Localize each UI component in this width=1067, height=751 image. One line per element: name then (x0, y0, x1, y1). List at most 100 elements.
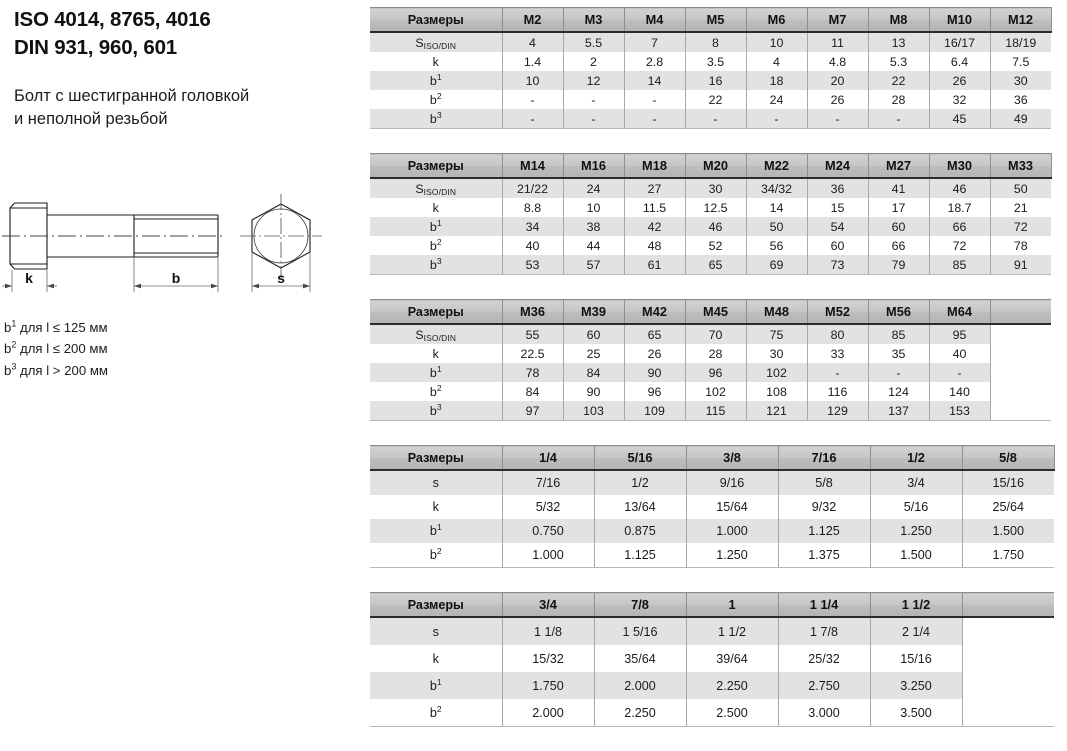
dimension-label-b: b (172, 270, 181, 286)
cell-value: - (929, 363, 991, 382)
cell-value: 72 (990, 217, 1051, 236)
cell-value: 2.000 (502, 699, 595, 727)
cell-value: 22.5 (502, 344, 564, 363)
cell-value: - (807, 363, 869, 382)
cell-value: 53 (502, 255, 564, 275)
cell-value: 1.125 (594, 543, 687, 568)
column-header-label: Размеры (370, 299, 503, 324)
cell-value: 24 (746, 90, 808, 109)
description-line-2: и неполной резьбой (14, 109, 168, 128)
cell-value: 40 (502, 236, 564, 255)
row-label: b1 (370, 672, 503, 699)
dimension-label-s: s (277, 270, 285, 286)
column-header-1-1-2: 1 1/2 (870, 592, 963, 617)
table-row: k 15/32 35/64 39/64 25/32 15/16 (370, 645, 1054, 672)
cell-value: 5.3 (868, 52, 930, 71)
row-label: SISO/DIN (370, 178, 503, 198)
column-header-M4: M4 (624, 7, 686, 32)
column-header-M45: M45 (685, 299, 747, 324)
cell-value: 10 (563, 198, 625, 217)
cell-value: 102 (685, 382, 747, 401)
cell-value: 1.500 (962, 519, 1054, 543)
table-row: s 7/16 1/2 9/16 5/8 3/4 15/16 (370, 470, 1054, 495)
cell-value: 36 (990, 90, 1051, 109)
dimension-tables: Размеры M2 M3 M4 M5 M6 M7 M8 M10 M12 SISO/DIN 4 5.5 7… (370, 7, 1055, 751)
row-label: b2 (370, 699, 503, 727)
table-row: b3 53 57 61 65 69 73 79 85 91 (370, 255, 1051, 275)
cell-value: 22 (868, 71, 930, 90)
cell-value: - (807, 109, 869, 129)
cell-value (990, 324, 1051, 344)
column-header-M39: M39 (563, 299, 625, 324)
cell-value: 48 (624, 236, 686, 255)
cell-value: 12 (563, 71, 625, 90)
table-row: b1 34 38 42 46 50 54 60 66 72 (370, 217, 1051, 236)
cell-value: 35 (868, 344, 930, 363)
table-metric-3: Размеры M36 M39 M42 M45 M48 M52 M56 M64 SISO/DIN 5… (370, 299, 1051, 421)
column-header-1-1-4: 1 1/4 (778, 592, 871, 617)
cell-value: 115 (685, 401, 747, 421)
table-row: b1 1.750 2.000 2.250 2.750 3.250 (370, 672, 1054, 699)
cell-value (962, 672, 1054, 699)
cell-value: 30 (685, 178, 747, 198)
column-header-M22: M22 (746, 153, 808, 178)
cell-value (990, 363, 1051, 382)
bolt-technical-drawing: k b s (0, 186, 330, 296)
cell-value: 54 (807, 217, 869, 236)
row-label: b3 (370, 401, 503, 421)
cell-value: - (502, 109, 564, 129)
table-row: b2 84 90 96 102 108 116 124 140 (370, 382, 1051, 401)
cell-value: 14 (624, 71, 686, 90)
column-header-M16: M16 (563, 153, 625, 178)
cell-value: 18.7 (929, 198, 991, 217)
cell-value: 41 (868, 178, 930, 198)
row-label: b2 (370, 90, 503, 109)
spec-sheet-page: ISO 4014, 8765, 4016 DIN 931, 960, 601 Б… (0, 6, 1055, 727)
cell-value: 60 (807, 236, 869, 255)
cell-value: 9/16 (686, 470, 779, 495)
table-row: SISO/DIN 21/22 24 27 30 34/32 36 41 46 50 (370, 178, 1051, 198)
cell-value: 26 (807, 90, 869, 109)
footnote-3: b3 для l > 200 мм (4, 361, 108, 378)
cell-value: 137 (868, 401, 930, 421)
footnote-2: b2 для l ≤ 200 мм (4, 339, 108, 357)
column-header-empty (990, 299, 1051, 324)
left-info-panel: ISO 4014, 8765, 4016 DIN 931, 960, 601 Б… (14, 6, 362, 131)
table-row: b3- - - - - - -45 49 (370, 109, 1051, 129)
cell-value: 44 (563, 236, 625, 255)
cell-value: 56 (746, 236, 808, 255)
cell-value: 84 (502, 382, 564, 401)
cell-value: 72 (929, 236, 991, 255)
cell-value: 3.5 (685, 52, 747, 71)
cell-value: 26 (624, 344, 686, 363)
cell-value (962, 645, 1054, 672)
cell-value: 38 (563, 217, 625, 236)
cell-value: 15 (807, 198, 869, 217)
cell-value: 85 (868, 324, 930, 344)
cell-value: 3.000 (778, 699, 871, 727)
cell-value: 1.000 (502, 543, 595, 568)
row-label: b2 (370, 543, 503, 568)
cell-value: 15/32 (502, 645, 595, 672)
row-label: SISO/DIN (370, 324, 503, 344)
column-header-M10: M10 (929, 7, 991, 32)
cell-value: 26 (929, 71, 991, 90)
cell-value: 20 (807, 71, 869, 90)
cell-value: 25/32 (778, 645, 871, 672)
cell-value (962, 617, 1054, 645)
table-row: k 22.5 25 26 28 30 33 35 40 (370, 344, 1051, 363)
cell-value: 15/16 (962, 470, 1054, 495)
cell-value: 2 (563, 52, 625, 71)
cell-value: 11 (807, 32, 869, 52)
cell-value: 1.125 (778, 519, 871, 543)
cell-value: 18 (746, 71, 808, 90)
cell-value: 5/8 (778, 470, 871, 495)
cell-value: 13 (868, 32, 930, 52)
cell-value: 7 (624, 32, 686, 52)
cell-value: 60 (563, 324, 625, 344)
cell-value: 2.500 (686, 699, 779, 727)
cell-value: 2.750 (778, 672, 871, 699)
cell-value: 90 (563, 382, 625, 401)
cell-value: 78 (502, 363, 564, 382)
